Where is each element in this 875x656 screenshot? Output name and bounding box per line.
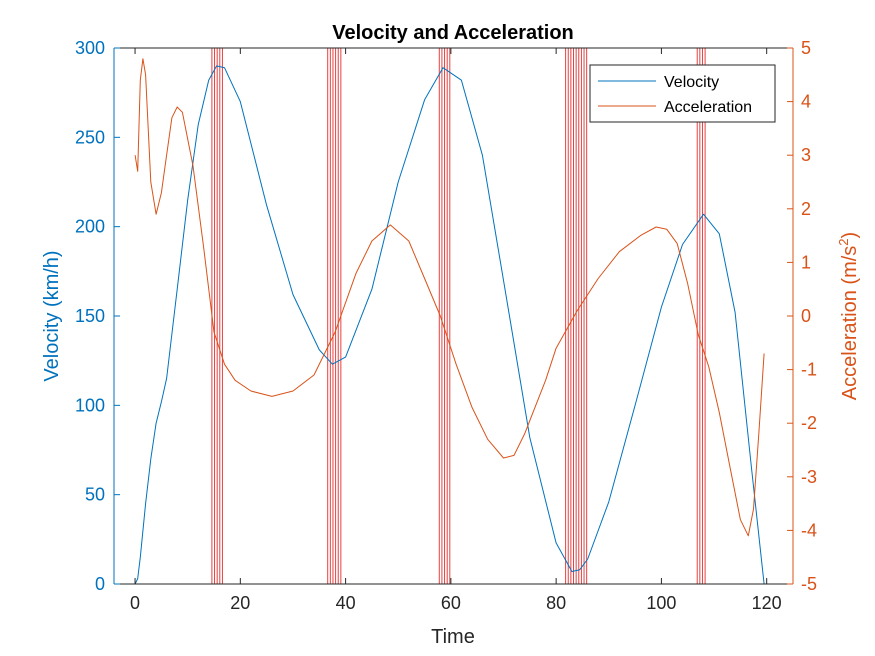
x-axis-label: Time	[431, 626, 475, 648]
y-axis-right-label-base: Acceleration (m/s	[839, 246, 861, 401]
y-tick-left-label: 250	[75, 127, 105, 147]
x-tick-label: 0	[130, 593, 140, 613]
y-tick-right-label: 2	[801, 199, 811, 219]
series-line-acceleration	[134, 58, 765, 537]
y-axis-left-label: Velocity (km/h)	[41, 250, 63, 381]
y-tick-right-label: 4	[801, 92, 811, 112]
y-tick-right-label: 5	[801, 38, 811, 58]
legend: Velocity Acceleration	[589, 64, 776, 123]
legend-label-acceleration: Acceleration	[664, 99, 752, 116]
y-tick-right-label: -1	[801, 360, 817, 380]
y-tick-left-label: 300	[75, 38, 105, 58]
y-tick-right-label: 1	[801, 252, 811, 272]
legend-box	[589, 64, 776, 123]
x-tick-label: 40	[336, 593, 356, 613]
legend-label-velocity: Velocity	[664, 74, 719, 91]
y-tick-left-label: 100	[75, 395, 105, 415]
y-tick-right-label: 3	[801, 145, 811, 165]
y-tick-left-label: 0	[95, 574, 105, 594]
y-axis-right-label: Acceleration (m/s2)	[836, 232, 861, 400]
series-lines	[134, 58, 765, 585]
x-tick-label: 100	[646, 593, 676, 613]
y-tick-left-label: 150	[75, 306, 105, 326]
y-axis-right-label-sup: 2	[836, 238, 851, 245]
ticks: 0 20 40 60 80 100 120050100150200250300-5-4-3-…	[75, 38, 817, 613]
y-tick-right-label: -5	[801, 574, 817, 594]
x-tick-label: 80	[546, 593, 566, 613]
x-tick-label: 120	[752, 593, 782, 613]
y-tick-left-label: 200	[75, 217, 105, 237]
y-tick-right-label: -3	[801, 467, 817, 487]
y-axis-right-label-close: )	[839, 232, 861, 239]
series-line-velocity	[134, 65, 765, 585]
chart-title: Velocity and Acceleration	[332, 22, 574, 44]
y-tick-right-label: -2	[801, 413, 817, 433]
x-tick-label: 60	[441, 593, 461, 613]
y-tick-right-label: 0	[801, 306, 811, 326]
y-tick-left-label: 50	[85, 485, 105, 505]
x-tick-label: 20	[230, 593, 250, 613]
y-tick-right-label: -4	[801, 520, 817, 540]
